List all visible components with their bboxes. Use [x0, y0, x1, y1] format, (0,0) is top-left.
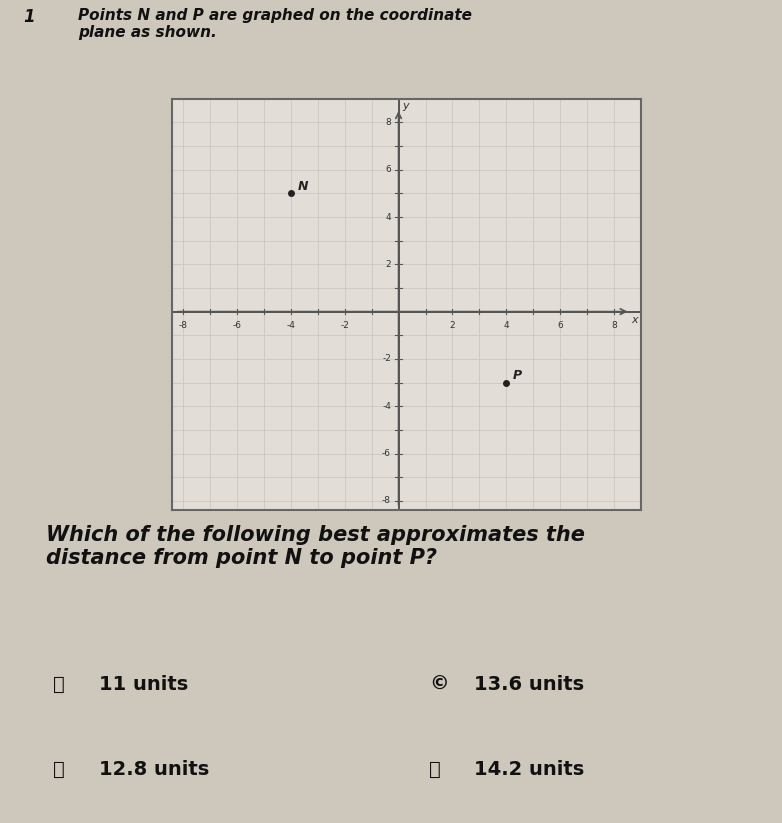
Text: 2: 2	[386, 260, 391, 269]
Text: 8: 8	[386, 118, 391, 127]
Text: -2: -2	[340, 321, 349, 329]
Text: 1: 1	[23, 8, 35, 26]
Text: 6: 6	[558, 321, 563, 329]
Text: -8: -8	[178, 321, 188, 329]
Text: Which of the following best approximates the
distance from point N to point P?: Which of the following best approximates…	[46, 525, 585, 568]
Text: y: y	[402, 101, 409, 111]
Text: ©: ©	[429, 675, 448, 694]
Text: ⓓ: ⓓ	[429, 760, 440, 779]
Text: 2: 2	[450, 321, 455, 329]
Text: Points N and P are graphed on the coordinate
plane as shown.: Points N and P are graphed on the coordi…	[78, 8, 472, 40]
Text: x: x	[631, 315, 638, 325]
Text: -2: -2	[382, 355, 391, 364]
Text: N: N	[297, 179, 308, 193]
Text: 13.6 units: 13.6 units	[474, 675, 584, 694]
Text: 12.8 units: 12.8 units	[99, 760, 209, 779]
Text: Ⓐ: Ⓐ	[53, 675, 65, 694]
Text: -6: -6	[382, 449, 391, 458]
Text: -4: -4	[382, 402, 391, 411]
Text: 4: 4	[386, 212, 391, 221]
Text: 11 units: 11 units	[99, 675, 188, 694]
Text: Ⓑ: Ⓑ	[53, 760, 65, 779]
Text: P: P	[513, 369, 522, 382]
Text: -4: -4	[286, 321, 295, 329]
Text: 8: 8	[612, 321, 617, 329]
Text: -6: -6	[232, 321, 242, 329]
Text: -8: -8	[382, 496, 391, 505]
Text: 4: 4	[504, 321, 509, 329]
Text: 14.2 units: 14.2 units	[474, 760, 584, 779]
Text: 6: 6	[386, 165, 391, 174]
